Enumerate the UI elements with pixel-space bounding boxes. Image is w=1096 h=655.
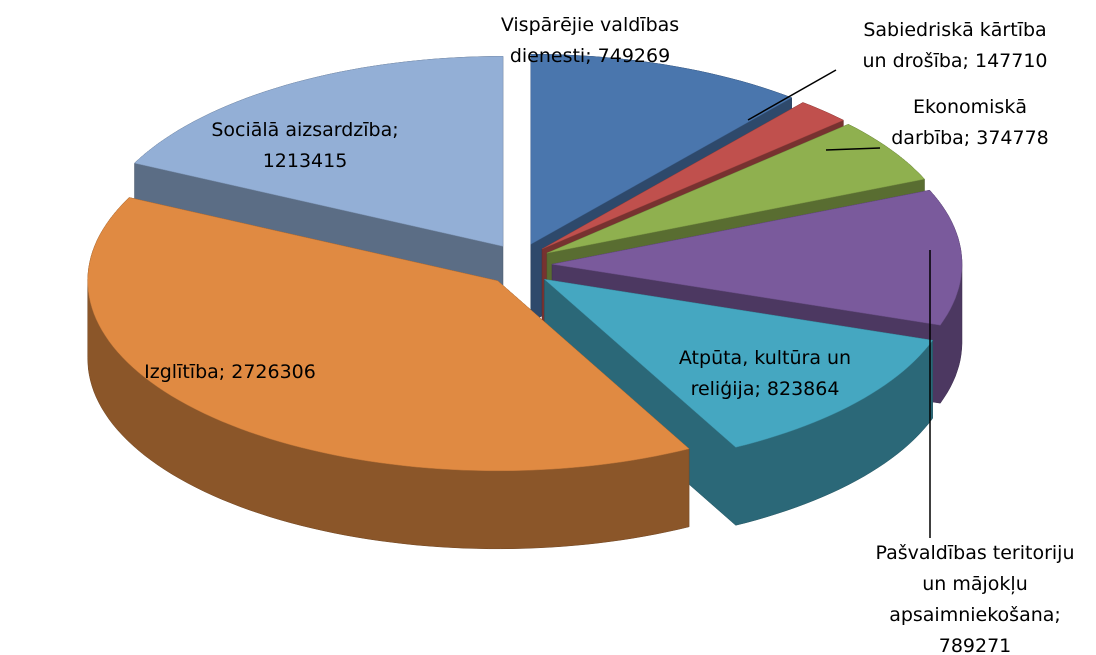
slice [133, 56, 504, 247]
leader-line [825, 147, 881, 151]
data-label: Sociālā aizsardzība; 1213415 [211, 119, 398, 172]
slice [530, 54, 793, 245]
data-label-line: 1213415 [263, 150, 348, 172]
data-label-line: Izglītība; 2726306 [144, 361, 316, 383]
leader-line [747, 69, 837, 121]
data-label-line: dienesti; 749269 [510, 45, 670, 67]
data-label-line: Sabiedriskā kārtība [863, 19, 1046, 41]
data-label-line: un drošība; 147710 [862, 50, 1047, 72]
data-label-line: un mājokļu [922, 573, 1028, 595]
data-label-line: apsaimniekošana; [889, 604, 1061, 626]
data-label-line: Ekonomiskā [913, 96, 1027, 118]
data-label-line: darbība; 374778 [891, 127, 1049, 149]
data-label-line: Vispārējie valdības [501, 14, 679, 36]
slice [87, 197, 690, 472]
data-label: Pašvaldības teritoriju un mājokļu apsaimni… [875, 542, 1074, 655]
data-label-line: Pašvaldības teritoriju [875, 542, 1074, 564]
data-label: Ekonomiskā darbība; 374778 [891, 96, 1049, 149]
data-label-line: reliģija; 823864 [691, 378, 840, 400]
slice [546, 124, 925, 254]
slice [551, 189, 963, 326]
data-label: Atpūta, kultūra un reliģija; 823864 [679, 347, 851, 400]
data-label: Vispārējie valdības dienesti; 749269 [501, 14, 679, 67]
data-label-line: Sociālā aizsardzība; [211, 119, 398, 141]
data-label: Izglītība; 2726306 [144, 361, 316, 383]
slice [543, 278, 934, 448]
slice [541, 102, 845, 250]
data-label-line: 789271 [939, 635, 1012, 655]
data-label: Sabiedriskā kārtība un drošība; 147710 [862, 19, 1047, 72]
data-label-line: Atpūta, kultūra un [679, 347, 851, 369]
